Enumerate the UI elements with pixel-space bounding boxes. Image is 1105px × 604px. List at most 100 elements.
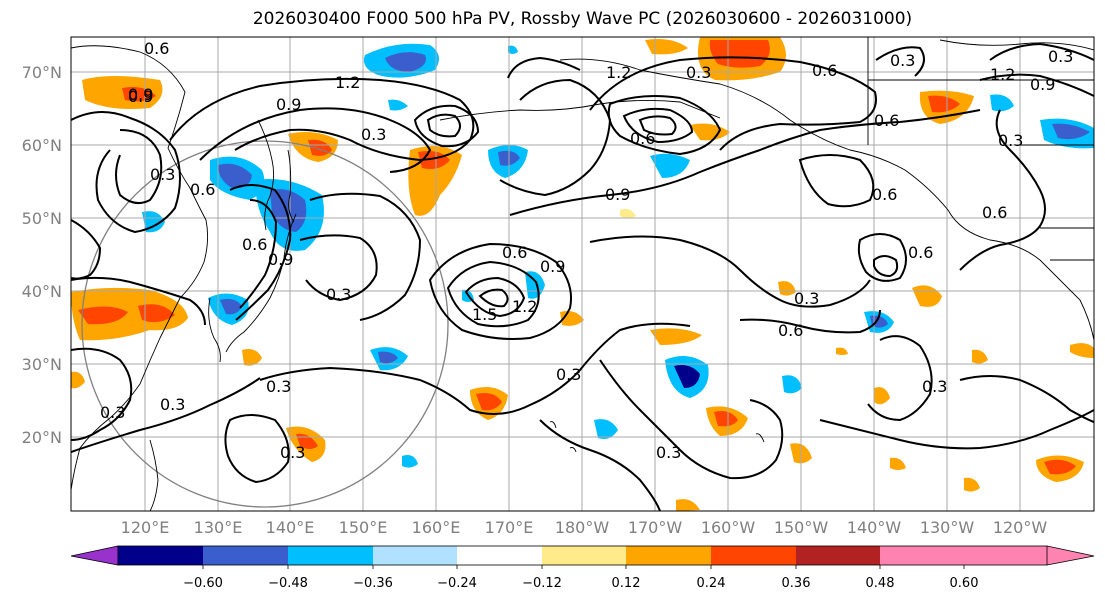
label-0.3-bering: 0.3 (686, 63, 711, 82)
label-0.6-east: 0.6 (982, 203, 1007, 222)
map-frame (70, 36, 1095, 512)
graticule (71, 37, 1094, 511)
label-1.2-midpac: 1.2 (512, 297, 537, 316)
pv-shade-positive (242, 349, 262, 366)
colorbar-outline (117, 545, 1048, 566)
coastline-kamchatka (257, 119, 275, 231)
colorbar-segment (457, 546, 542, 565)
pv-contour (446, 260, 540, 328)
pv-shade-positive (709, 40, 770, 68)
label-0.6-asia: 0.6 (630, 129, 655, 148)
pv-shade-positive (645, 39, 688, 55)
pv-shade-negative (782, 375, 802, 394)
colorbar-tick-label: 0.48 (866, 576, 895, 591)
pv-shade-positive (476, 393, 502, 411)
pv-shade-negative (525, 271, 545, 299)
lon-label: 150°W (774, 518, 829, 537)
coastline-hawaii (549, 421, 765, 453)
pv-shade-negative (220, 298, 242, 315)
lon-label: 120°W (993, 518, 1048, 537)
pv-shade-positive (778, 281, 796, 296)
longitude-labels: 120°E 130°E 140°E 150°E 160°E 170°E 180°… (121, 518, 1048, 537)
pv-shade-positive (1070, 343, 1094, 358)
pv-shade-positive (928, 95, 960, 113)
label-0.3-canada: 0.3 (998, 131, 1023, 150)
pv-shade-positive (964, 477, 980, 492)
pv-shade-positive (620, 208, 636, 218)
lon-label: 140°W (847, 518, 902, 537)
map-title: 2026030400 F000 500 hPa PV, Rossby Wave … (252, 9, 913, 29)
pv-contour (199, 107, 432, 173)
pv-contour (169, 77, 475, 162)
label-0.3-japan: 0.3 (326, 285, 351, 304)
label-0.9-japan: 0.9 (268, 250, 293, 269)
pv-contour (622, 107, 694, 144)
pv-shade-positive (836, 347, 848, 355)
label-0.6-japan: 0.6 (242, 235, 267, 254)
pv-contour (224, 414, 290, 484)
colorbar-extend-min (70, 545, 119, 566)
pv-shade-negative (378, 351, 398, 364)
colorbar-tick-label: −0.24 (437, 576, 477, 591)
colorbar-segment (542, 546, 626, 565)
pv-shade-positive (296, 433, 318, 449)
colorbar-segment (118, 546, 203, 565)
pv-contour (71, 347, 133, 441)
lat-label: 20°N (22, 428, 62, 447)
coastlines (71, 37, 1094, 511)
label-0.3-east: 0.3 (922, 377, 947, 396)
label-0.9-ne: 0.9 (1030, 75, 1055, 94)
latitude-labels: 70°N 60°N 50°N 40°N 30°N 20°N (22, 63, 62, 447)
pv-shade-positive (972, 349, 988, 364)
lon-label: 150°E (339, 518, 388, 537)
colorbar-tip-outline (1046, 545, 1095, 566)
lon-label: 130°W (920, 518, 975, 537)
label-0.6-nepac: 0.6 (908, 243, 933, 262)
label-0.9-w: 0.9 (276, 95, 301, 114)
pv-contour (959, 375, 1094, 423)
colorbar-segment (203, 546, 288, 565)
colorbar-tick-label: 0.12 (612, 576, 641, 591)
label-0.3-swfar: 0.3 (160, 395, 185, 414)
pv-contour (71, 276, 206, 326)
coastline-japan (225, 213, 297, 353)
pv-contour (115, 129, 163, 205)
label-0.6-west: 0.6 (190, 180, 215, 199)
pv-contour (989, 42, 1094, 61)
pv-contour (259, 322, 691, 415)
pv-shade-negative (650, 153, 690, 178)
label-0.3-south2: 0.3 (280, 443, 305, 462)
label-0.6-alaska: 0.6 (812, 61, 837, 80)
pv-contour (299, 234, 378, 302)
coastline-alaska (559, 58, 1094, 341)
pv-shade-negative (508, 45, 518, 54)
label-1.2-bering: 1.2 (606, 63, 631, 82)
label-0.9-midpac: 0.9 (540, 257, 565, 276)
label-0.3-center: 0.3 (361, 125, 386, 144)
pv-shade-positive (1044, 459, 1076, 475)
colorbar-tick-label: −0.48 (268, 576, 308, 591)
label-0.6-bc: 0.6 (872, 185, 897, 204)
coastline-philippines (149, 439, 159, 511)
lon-label: 120°E (121, 518, 170, 537)
pv-contour (426, 113, 461, 138)
pv-shade-positive (138, 304, 175, 323)
pv-contour (638, 115, 677, 136)
lon-label: 180°W (555, 518, 610, 537)
lon-label: 170°E (485, 518, 534, 537)
label-1.2-n: 1.2 (335, 73, 360, 92)
pv-shade-positive (714, 411, 738, 427)
colorbar-tick-label: 0.60 (950, 576, 979, 591)
label-0.3-sw2: 0.3 (100, 403, 125, 422)
pv-shade-positive (650, 328, 702, 345)
reference-circle (81, 140, 449, 508)
pv-contour (464, 276, 526, 318)
pv-contour (873, 255, 899, 278)
pv-shading (71, 37, 1094, 511)
lat-label: 40°N (22, 282, 62, 301)
pv-shade-negative (388, 99, 408, 111)
colorbar-segment (796, 546, 880, 565)
pv-contour (539, 419, 661, 511)
pv-contour (229, 184, 292, 321)
